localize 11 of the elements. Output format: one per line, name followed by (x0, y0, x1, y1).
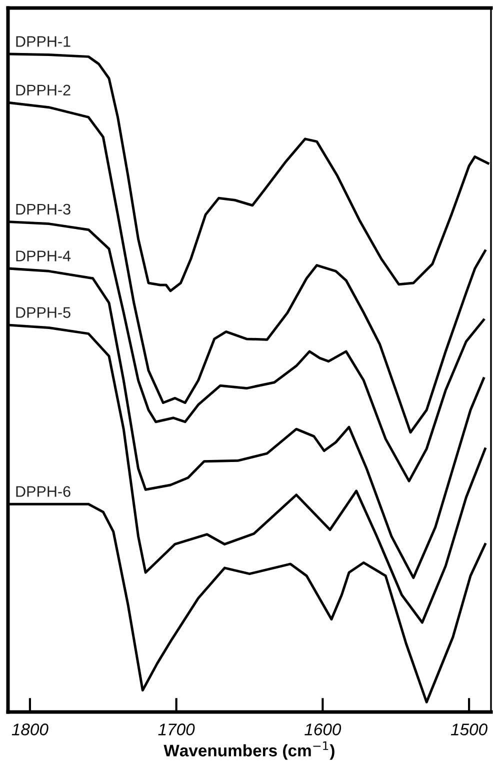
series-label: DPPH-3 (16, 204, 70, 215)
series-label: DPPH-5 (16, 307, 70, 318)
series-label: DPPH-4 (16, 250, 71, 262)
series-label: DPPH-1 (16, 36, 70, 47)
x-tick-label: 1800 (12, 724, 48, 736)
x-tick-label: 1500 (450, 724, 488, 736)
series-label: DPPH-2 (16, 84, 70, 96)
x-tick-label: 1700 (158, 724, 195, 736)
series-label: DPPH-6 (16, 486, 70, 497)
x-tick-label: 1600 (304, 724, 342, 736)
x-axis-title: Wavenumbers (cm$^{−1}$) (164, 741, 334, 760)
